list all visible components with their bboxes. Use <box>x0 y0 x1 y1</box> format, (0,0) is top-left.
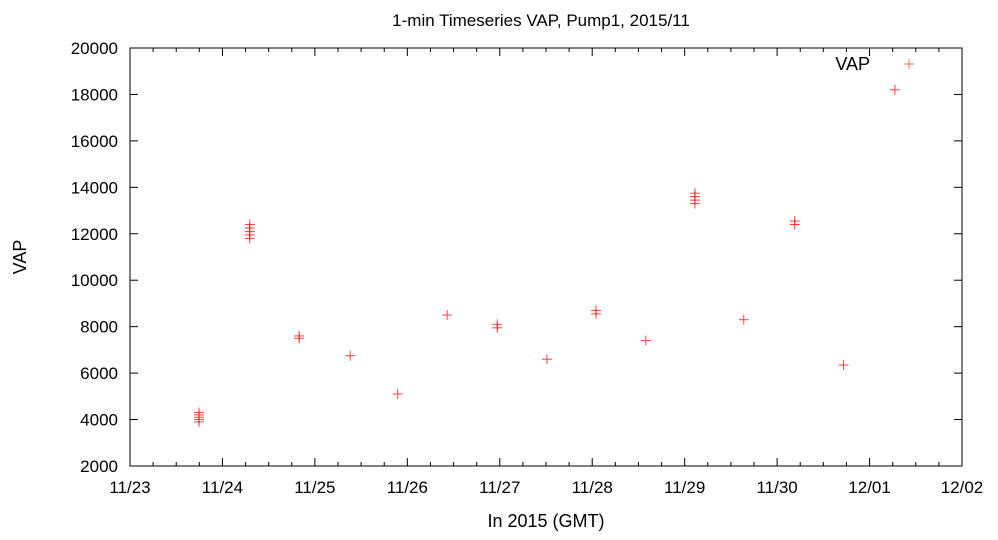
y-tick-label: 10000 <box>71 271 118 290</box>
y-tick-label: 12000 <box>71 225 118 244</box>
x-tick-label: 11/25 <box>294 478 335 497</box>
data-point-vap <box>294 330 305 341</box>
y-tick-label: 16000 <box>71 132 118 151</box>
tick-marks <box>129 47 963 467</box>
plot-area-border <box>129 47 963 467</box>
x-tick-label: 11/29 <box>664 478 705 497</box>
data-point-vap <box>789 216 800 227</box>
legend-marker-vap <box>904 59 914 69</box>
y-axis-title: VAP <box>10 240 30 275</box>
data-point-vap <box>591 305 602 316</box>
x-tick-label: 11/23 <box>109 478 150 497</box>
x-tick-label: 11/30 <box>756 478 797 497</box>
y-tick-label: 4000 <box>80 411 118 430</box>
x-tick-label: 11/28 <box>572 478 613 497</box>
y-tick-label: 8000 <box>80 318 118 337</box>
data-point-vap <box>442 310 453 321</box>
data-point-vap <box>392 389 403 400</box>
x-tick-labels: 11/23 11/24 11/25 11/26 11/27 11/28 11/29 11/30… <box>109 478 983 497</box>
chart-title: 1-min Timeseries VAP, Pump1, 2015/11 <box>392 11 690 30</box>
data-point-vap <box>640 335 651 346</box>
data-point-vap <box>492 319 503 330</box>
y-tick-label: 6000 <box>80 364 118 383</box>
data-point-vap <box>738 314 749 325</box>
x-tick-label: 12/02 <box>941 478 984 497</box>
y-tick-label: 18000 <box>71 85 118 104</box>
data-point-vap <box>345 350 356 361</box>
x-axis-title: In 2015 (GMT) <box>487 511 604 531</box>
data-point-vap <box>194 407 205 418</box>
legend: VAP <box>835 54 914 74</box>
data-point-vap <box>689 188 700 199</box>
x-tick-label: 11/26 <box>387 478 428 497</box>
y-tick-label: 14000 <box>71 178 118 197</box>
y-tick-labels: 2000 4000 6000 8000 10000 12000 14000 16000 1800… <box>71 39 118 476</box>
legend-label-vap: VAP <box>835 54 870 74</box>
data-points <box>194 84 900 427</box>
data-point-vap <box>838 359 849 370</box>
data-point-vap <box>541 354 552 365</box>
data-point-vap <box>889 84 900 95</box>
data-point-vap <box>244 219 255 230</box>
y-tick-label: 2000 <box>80 457 118 476</box>
y-tick-label: 20000 <box>71 39 118 58</box>
x-tick-label: 12/01 <box>848 478 891 497</box>
x-tick-label: 11/27 <box>479 478 520 497</box>
x-tick-label: 11/24 <box>202 478 243 497</box>
